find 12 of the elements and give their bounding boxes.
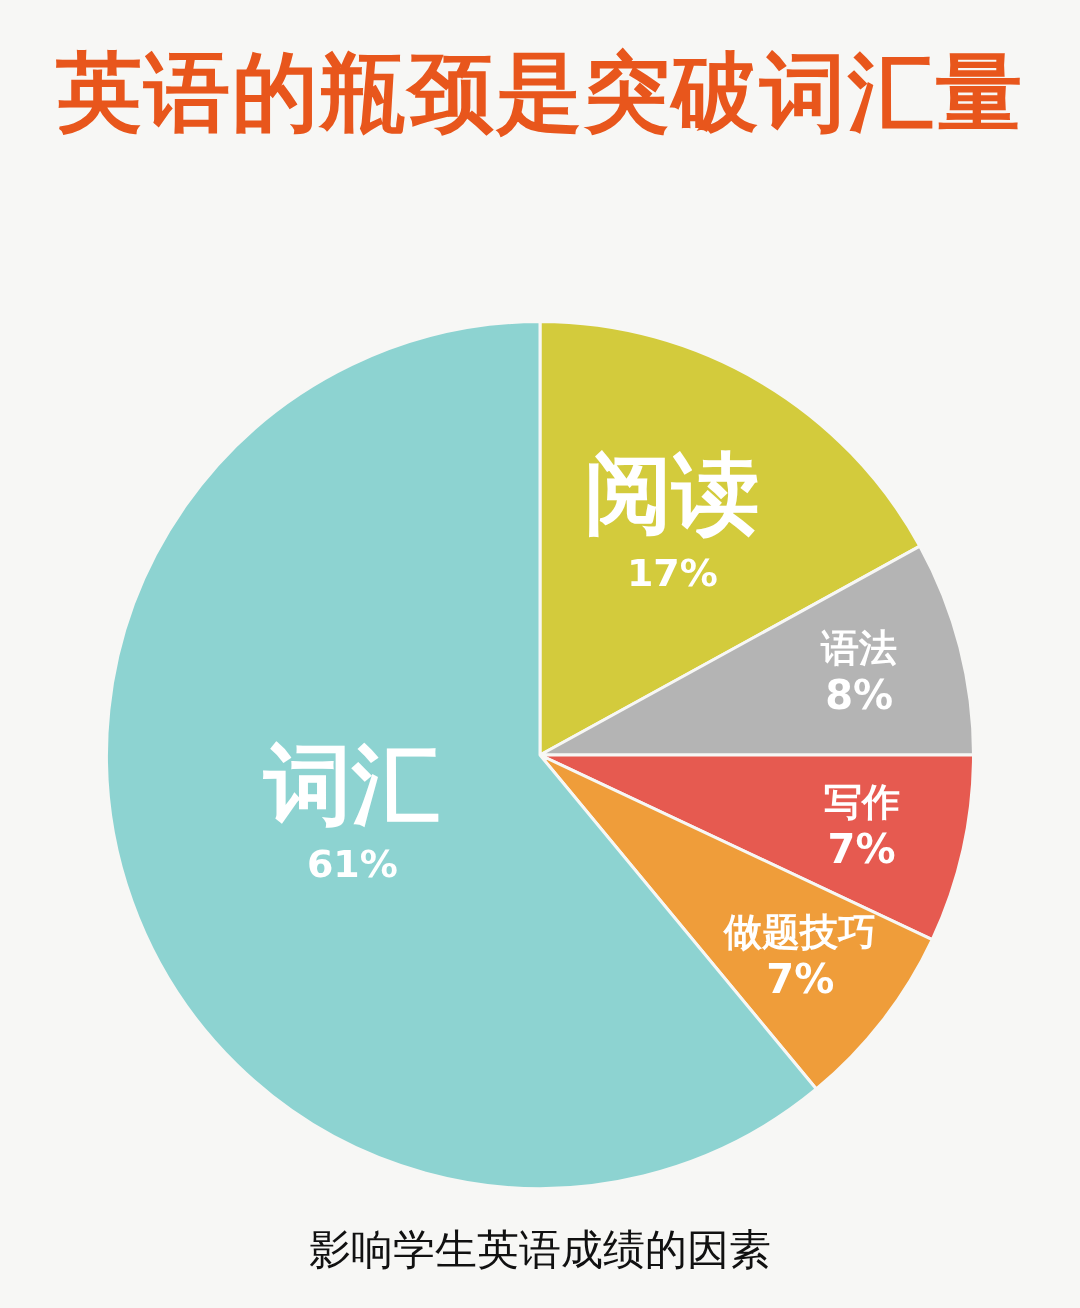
chart-title: 英语的瓶颈是突破词汇量: [55, 41, 1025, 144]
data-label: 17%: [626, 551, 718, 595]
slice-label: 语法: [820, 625, 898, 670]
slice-label: 做题技巧: [723, 909, 877, 954]
data-label: 61%: [306, 842, 398, 887]
data-label: 7%: [827, 826, 896, 873]
data-label: 8%: [825, 672, 894, 719]
slice-label: 阅读: [584, 441, 761, 545]
slice-label: 写作: [823, 779, 900, 824]
data-label: 7%: [766, 956, 835, 1003]
text: 影响学生英语成绩的因素: [308, 1224, 772, 1276]
slice-label: 词汇: [262, 733, 441, 837]
